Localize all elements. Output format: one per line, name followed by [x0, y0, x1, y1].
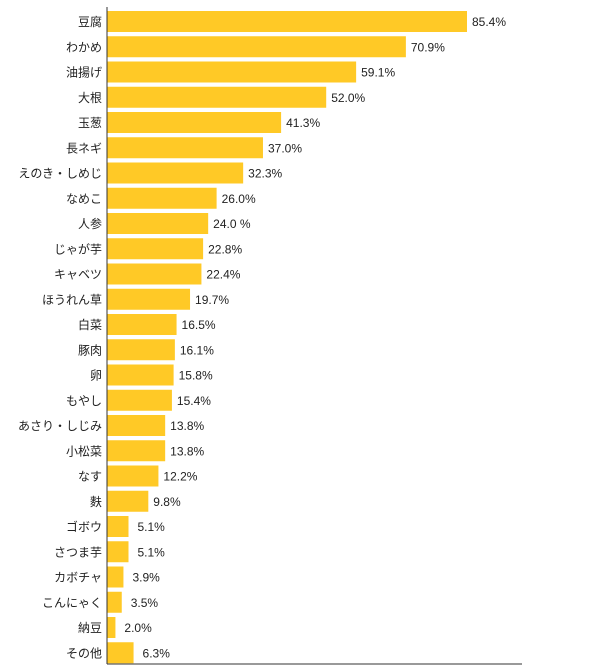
value-label: 32.3%: [248, 167, 282, 181]
bar: [107, 86, 327, 108]
category-label: 人参: [78, 216, 102, 231]
value-label: 16.5%: [182, 318, 216, 332]
bar: [107, 187, 217, 209]
value-label: 5.1%: [138, 520, 166, 534]
bar: [107, 112, 282, 133]
value-label: 15.4%: [177, 394, 211, 408]
value-label: 13.8%: [170, 419, 204, 433]
category-label: その他: [66, 646, 102, 660]
bar: [107, 137, 263, 159]
bar: [107, 162, 244, 184]
category-label: 白菜: [78, 317, 102, 332]
category-label: 納豆: [78, 621, 102, 635]
bar: [107, 36, 406, 58]
value-label: 15.8%: [179, 369, 213, 383]
value-label: 59.1%: [361, 66, 395, 80]
bar: [107, 314, 177, 335]
value-labels: 85.4% 70.9% 59.1% 52.0% 41.3% 37.0% 32.3% 26.0%…: [124, 15, 506, 660]
value-label: 70.9%: [411, 40, 445, 54]
value-label: 5.1%: [138, 545, 166, 559]
bar: [107, 288, 191, 310]
category-label: えのき・しめじ: [18, 167, 102, 181]
bar: [107, 591, 122, 613]
category-label: なめこ: [66, 192, 102, 206]
value-label: 19.7%: [195, 293, 229, 307]
bar: [107, 389, 172, 411]
category-label: あさり・しじみ: [18, 419, 102, 433]
value-label: 6.3%: [143, 646, 171, 660]
value-label: 13.8%: [170, 444, 204, 458]
value-label: 9.8%: [153, 495, 181, 509]
category-label: ゴボウ: [66, 519, 102, 534]
bar: [107, 238, 204, 260]
bar: [107, 541, 129, 563]
category-labels: 豆腐わかめ油揚げ大根玉葱長ネギえのき・しめじなめこ人参じゃが芋キャベツほうれん草…: [18, 14, 102, 660]
bar: [107, 642, 134, 664]
category-label: こんにゃく: [42, 596, 102, 610]
value-label: 16.1%: [180, 343, 214, 357]
value-label: 22.8%: [208, 242, 242, 256]
bar: [107, 263, 202, 285]
category-label: 豚肉: [78, 343, 102, 357]
value-label: 12.2%: [163, 470, 197, 484]
category-label: じゃが芋: [54, 241, 102, 256]
category-label: 大根: [78, 91, 102, 105]
category-label: 玉葱: [78, 116, 102, 130]
bar: [107, 440, 166, 462]
bar: [107, 339, 175, 361]
value-label: 52.0%: [331, 91, 365, 105]
category-label: なす: [78, 470, 102, 484]
category-label: もやし: [66, 394, 102, 408]
bar: [107, 213, 209, 234]
bar: [107, 617, 116, 638]
category-label: カボチャ: [54, 571, 102, 585]
value-label: 85.4%: [472, 15, 506, 29]
category-label: 長ネギ: [66, 141, 102, 155]
bar: [107, 364, 174, 386]
value-label: 37.0%: [268, 141, 302, 155]
bar: [107, 516, 129, 537]
value-label: 41.3%: [286, 116, 320, 130]
category-label: わかめ: [66, 40, 102, 54]
value-label: 3.5%: [131, 596, 159, 610]
value-label: 3.9%: [132, 571, 160, 585]
bar: [107, 490, 149, 512]
category-label: さつま芋: [54, 545, 102, 559]
category-label: キャベツ: [54, 268, 102, 282]
value-label: 26.0%: [222, 192, 256, 206]
bar: [107, 415, 166, 436]
category-label: 卵: [90, 369, 102, 383]
bar: [107, 566, 124, 588]
category-label: 麩: [90, 495, 102, 509]
category-label: 油揚げ: [66, 66, 102, 80]
category-label: 豆腐: [78, 14, 102, 29]
bar: [107, 465, 159, 487]
category-label: ほうれん草: [42, 293, 102, 307]
category-label: 小松菜: [66, 444, 102, 458]
bar: [107, 61, 357, 83]
bars-group: [107, 11, 467, 664]
value-label: 22.4%: [206, 268, 240, 282]
bar: [107, 11, 467, 32]
value-label: 24.0 %: [213, 217, 251, 231]
value-label: 2.0%: [124, 621, 152, 635]
